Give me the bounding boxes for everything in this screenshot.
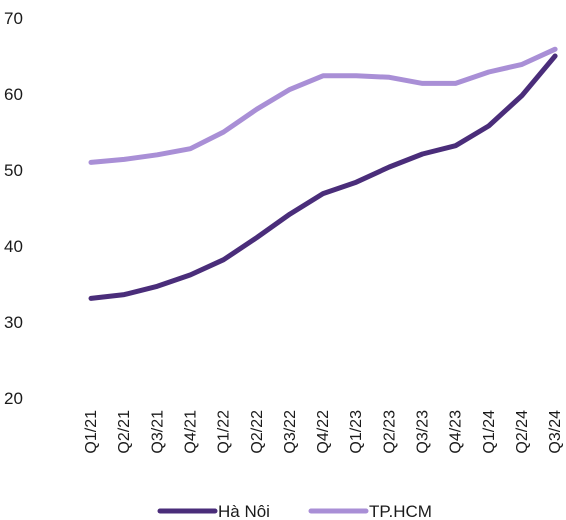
x-axis: Q1/21 Q2/21 Q3/21 Q4/21 Q1/22 Q2/22 Q3/22 Q4/22…: [83, 410, 564, 454]
x-tick-label: Q2/21: [116, 410, 133, 454]
x-tick-label: Q3/23: [415, 410, 432, 454]
y-tick-label: 40: [4, 237, 23, 256]
series-lines: [88, 46, 558, 301]
x-tick-label: Q4/23: [448, 410, 465, 454]
x-tick-label: Q3/21: [149, 410, 166, 454]
legend-label-1: Hà Nôi: [218, 502, 270, 520]
x-tick-label: Q2/24: [514, 410, 531, 454]
y-axis: 20 30 40 50 60 70: [4, 9, 23, 408]
y-tick-label: 50: [4, 161, 23, 180]
x-tick-label: Q1/22: [216, 410, 233, 454]
x-tick-label: Q2/23: [381, 410, 398, 454]
x-tick-label: Q2/22: [249, 410, 266, 454]
y-tick-label: 60: [4, 85, 23, 104]
x-tick-label: Q1/24: [481, 410, 498, 454]
y-tick-label: 20: [4, 389, 23, 408]
legend: Hà Nôi TP.HCM: [157, 502, 432, 520]
x-tick-label: Q3/22: [282, 410, 299, 454]
x-tick-label: Q4/21: [182, 410, 199, 454]
x-tick-label: Q1/23: [348, 410, 365, 454]
x-tick-label: Q3/24: [547, 410, 564, 454]
x-tick-label: Q1/21: [83, 410, 100, 454]
y-tick-label: 30: [4, 313, 23, 332]
x-tick-label: Q4/22: [315, 410, 332, 454]
legend-label-2: TP.HCM: [369, 502, 432, 520]
series-line-1: [88, 53, 558, 301]
y-tick-label: 70: [4, 9, 23, 28]
series-line-2: [88, 46, 558, 165]
